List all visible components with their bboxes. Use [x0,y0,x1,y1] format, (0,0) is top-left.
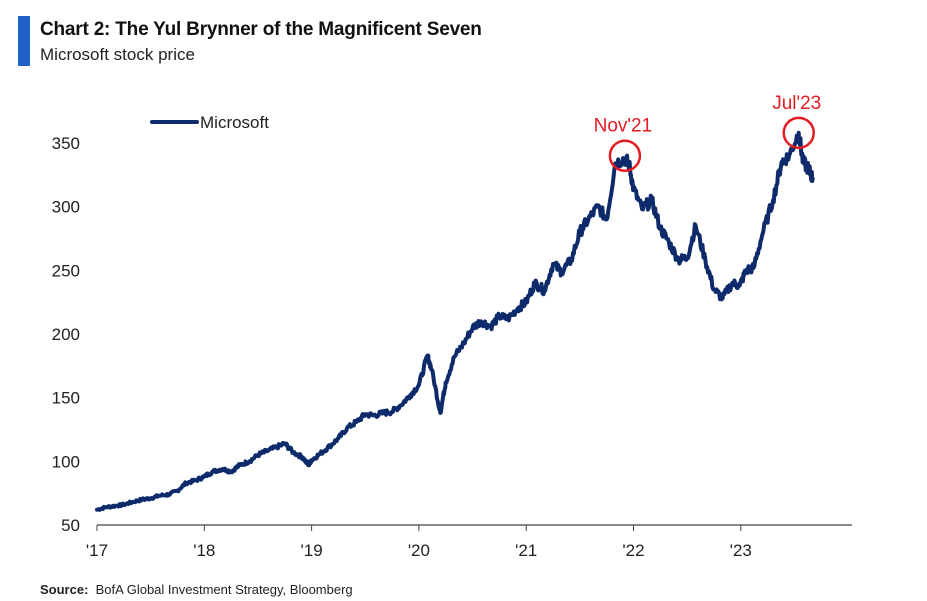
chart-subtitle: Microsoft stock price [40,45,195,64]
y-tick-label: 150 [52,389,80,408]
x-tick-label: '18 [193,541,215,560]
chart-title: Chart 2: The Yul Brynner of the Magnific… [40,19,482,40]
x-tick-label: '19 [301,541,323,560]
y-tick-label: 200 [52,325,80,344]
source-text: BofA Global Investment Strategy, Bloombe… [95,582,353,597]
y-tick-label: 250 [52,261,80,280]
annotation-label: Nov'21 [594,116,653,137]
y-tick-label: 300 [52,198,80,217]
title-accent-bar [18,16,30,66]
y-tick-label: 350 [52,134,80,153]
legend-label-microsoft: Microsoft [200,113,269,132]
annotation-circle [608,139,642,172]
line-chart: '17 '18 '19 '20 '21 '22 '23 50 100 150 200 250 300 35… [52,93,852,560]
x-tick-label: '22 [622,541,644,560]
x-tick-label: '20 [408,541,430,560]
annotation-label: Jul'23 [772,93,821,114]
annotation-circle [782,116,815,150]
x-tick-label: '23 [730,541,752,560]
y-tick-label: 50 [61,516,80,535]
x-tick-label: '17 [86,541,108,560]
x-tick-label: '21 [515,541,537,560]
source-note: Source: BofA Global Investment Strategy,… [40,582,353,597]
series-line-microsoft [95,130,815,512]
y-tick-label: 100 [52,452,80,471]
source-label: Source: [40,582,89,597]
